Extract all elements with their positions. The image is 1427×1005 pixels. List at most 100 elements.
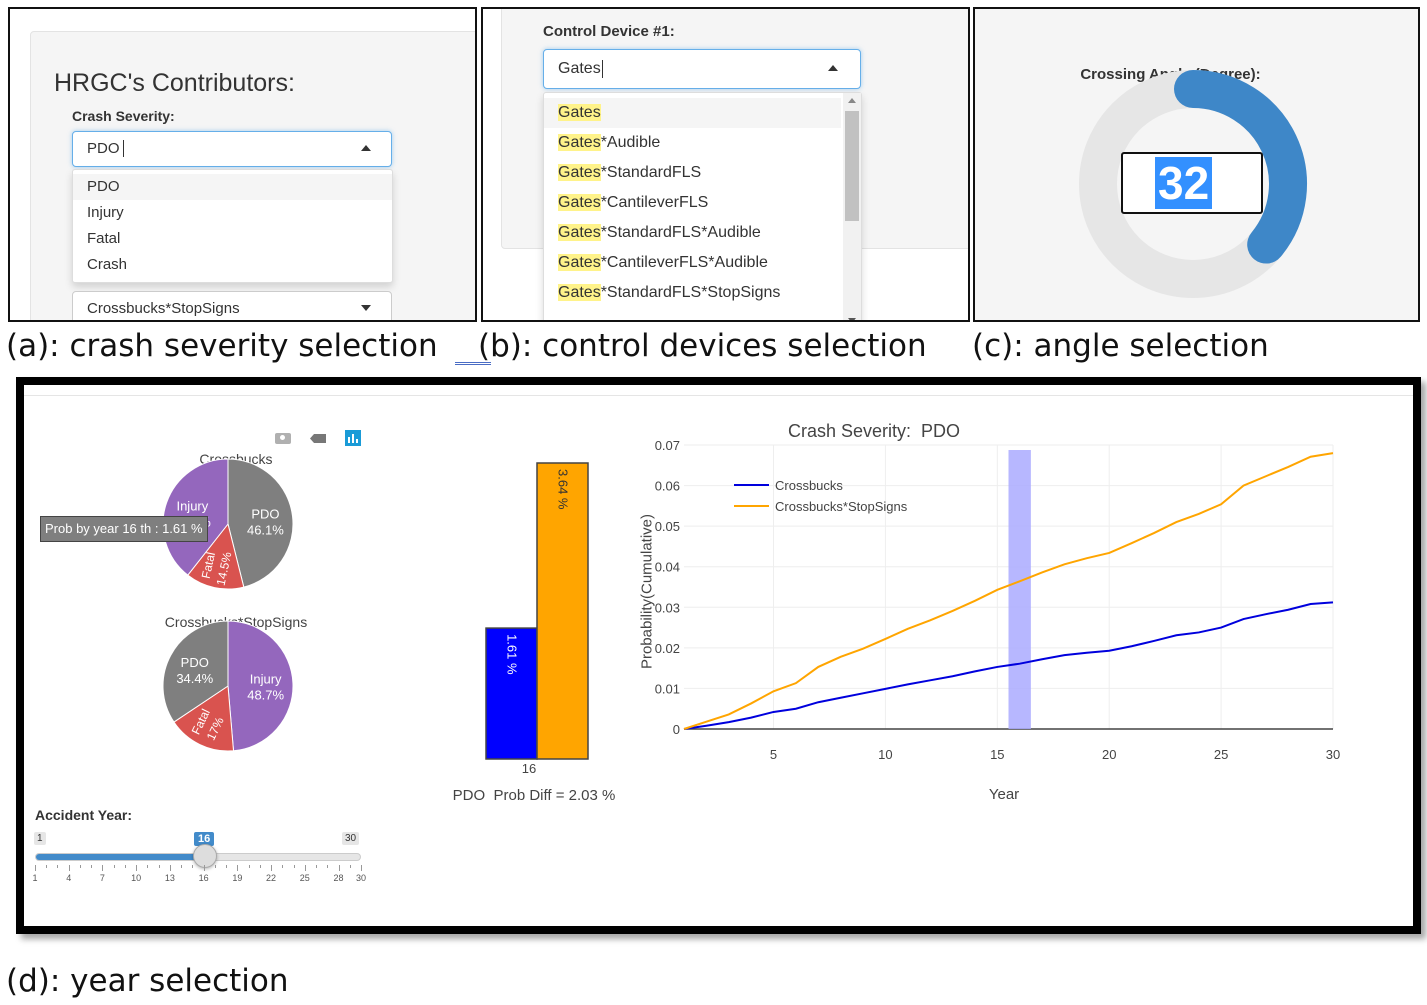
angle-value[interactable]: 32 — [1155, 157, 1213, 209]
prob-diff-caption: PDO Prob Diff = 2.03 % — [452, 787, 616, 804]
slider-tick — [113, 865, 115, 868]
bar-value-label: 1.61 % — [505, 634, 520, 675]
caption-d: (d): year selection — [6, 963, 289, 999]
tag-icon[interactable] — [310, 434, 326, 443]
slider-max-label: 30 — [342, 832, 360, 845]
caret-down-icon[interactable] — [361, 305, 371, 311]
option-rest-text: *StandardFLS — [600, 164, 702, 181]
control-device-option[interactable]: Gates*CantileverFLS*Audible — [544, 248, 841, 278]
dropdown-option-fatal[interactable]: Fatal — [87, 230, 121, 247]
x-tick-label: 25 — [1214, 747, 1228, 762]
option-match-highlight: Gates — [558, 134, 601, 151]
crash-severity-input-value[interactable]: PDO — [87, 140, 120, 157]
slider-tick — [46, 865, 48, 868]
angle-value-box[interactable]: 32 — [1121, 152, 1263, 214]
slider-tick — [361, 865, 362, 871]
control-device-dropdown: Gates Gates*Audible Gates*StandardFLS Gates… — [543, 92, 862, 320]
series-line-0[interactable] — [683, 601, 1334, 730]
slider-tick — [57, 865, 59, 868]
pie-tooltip-text: Prob by year 16 th : 1.61 % — [45, 521, 203, 536]
caption-b: (b): control devices selection — [478, 328, 927, 364]
slider-tick-label: 22 — [266, 873, 277, 883]
x-tick-label: 30 — [1326, 747, 1340, 762]
top-separator — [24, 395, 1413, 396]
slider-min-label: 1 — [34, 832, 46, 845]
bar-category-label: 16 — [521, 761, 537, 776]
slider-value-label: 16 — [194, 832, 215, 846]
caption-b-underline — [455, 362, 491, 365]
slider-tick-label: 19 — [232, 873, 243, 883]
control-device-option[interactable]: Gates*CantileverFLS — [544, 188, 841, 218]
dropdown-option-pdo[interactable]: PDO — [73, 174, 392, 200]
pie-slice-pdo[interactable] — [227, 458, 294, 588]
pie-slice-pct: 34.4% — [176, 671, 213, 686]
pie-slice-pdo[interactable] — [162, 620, 229, 723]
control-device-option[interactable]: Gates*StandardFLS*StopSigns — [544, 278, 841, 308]
pie-slice-fatal[interactable] — [187, 522, 245, 590]
pie-slice-label: Injury — [176, 499, 208, 514]
option-rest-text: *Audible — [600, 134, 661, 151]
control-device-select[interactable]: Crossbucks*StopSigns — [72, 291, 392, 320]
dropdown-option-crash[interactable]: Crash — [87, 256, 128, 273]
slider-tick — [203, 865, 205, 871]
legend-label[interactable]: Crossbucks*StopSigns — [775, 499, 908, 514]
y-tick-label: 0.07 — [655, 438, 680, 453]
option-match-highlight: Gates — [558, 104, 601, 121]
control-device-input[interactable]: Gates — [543, 49, 861, 89]
slider-tick — [124, 865, 126, 868]
slider-tick — [338, 865, 340, 871]
x-tick-label: 5 — [770, 747, 777, 762]
scroll-up-arrow-icon[interactable] — [848, 98, 856, 103]
control-device-option[interactable]: Gates*Audible — [544, 128, 841, 158]
slider-tick — [271, 865, 273, 871]
bar-chart-icon[interactable] — [345, 430, 361, 446]
caret-up-icon[interactable] — [828, 65, 838, 71]
scrollbar-thumb[interactable] — [845, 111, 859, 221]
dropdown-scrollbar[interactable] — [843, 93, 861, 320]
camera-icon[interactable] — [275, 433, 291, 444]
x-tick-label: 10 — [878, 747, 892, 762]
y-tick-label: 0.05 — [655, 519, 680, 534]
legend-label[interactable]: Crossbucks — [775, 478, 843, 493]
slider-tick — [68, 865, 70, 871]
crash-severity-select[interactable]: PDO — [72, 131, 392, 167]
slider-tick-label: 28 — [333, 873, 344, 883]
slider-tick — [349, 865, 351, 868]
y-tick-label: 0.04 — [655, 560, 680, 575]
caret-up-icon[interactable] — [361, 145, 371, 151]
slider-tick-label: 4 — [66, 873, 72, 883]
bar-1[interactable] — [536, 462, 589, 760]
control-device-input-value[interactable]: Gates — [558, 60, 601, 77]
slider-tick-label: 13 — [164, 873, 175, 883]
scroll-down-arrow-icon[interactable] — [848, 318, 856, 320]
year-slider-handle[interactable] — [192, 844, 217, 868]
knob-value-arc[interactable] — [1174, 70, 1307, 264]
dropdown-option-injury[interactable]: Injury — [87, 204, 124, 221]
control-device-option[interactable]: Gates — [544, 98, 841, 128]
slider-tick — [214, 865, 216, 868]
pie-slice-label: PDO — [181, 655, 209, 670]
option-match-highlight: Gates — [558, 224, 601, 241]
panel-b-control-devices: Control Device #1: Gates Gates Gates*Audi… — [481, 7, 970, 322]
prob-bar-chart: 1.61 % 3.64 % — [485, 462, 589, 760]
text-cursor — [602, 60, 603, 78]
pie-slice-injury[interactable] — [227, 620, 294, 752]
control-device-option[interactable]: Gates*StandardFLS — [544, 158, 841, 188]
series-line-1[interactable] — [683, 452, 1334, 730]
pie-slice-fatal[interactable] — [173, 685, 235, 752]
y-tick-label: 0.01 — [655, 681, 680, 696]
bar-0[interactable] — [485, 627, 538, 760]
slider-tick — [226, 865, 228, 868]
pie-slice-label: PDO — [251, 506, 279, 521]
slider-tick — [237, 865, 239, 871]
line-chart: 0 0.01 0.02 0.03 0.04 0.05 0.06 0.07 5 10 15 20 25 30… — [655, 438, 1341, 762]
caption-a: (a): crash severity selection — [6, 328, 438, 364]
slider-tick — [259, 865, 261, 868]
slider-tick — [248, 865, 250, 868]
pie-slice-label: Injury — [250, 671, 282, 686]
y-tick-label: 0.06 — [655, 479, 680, 494]
control-device-option[interactable]: Gates*StandardFLS*Audible — [544, 218, 841, 248]
pie-tooltip: Prob by year 16 th : 1.61 % — [40, 516, 208, 542]
option-rest-text: *CantileverFLS*Audible — [600, 254, 768, 271]
angle-knob[interactable] — [975, 9, 1420, 322]
